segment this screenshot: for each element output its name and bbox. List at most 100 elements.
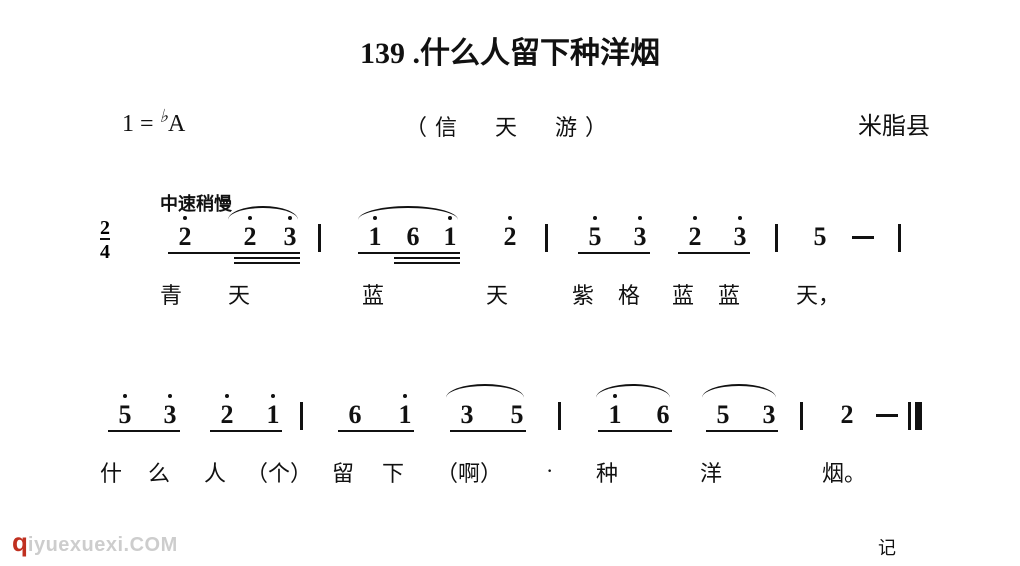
note: 5 bbox=[580, 222, 610, 252]
octave-dot-up bbox=[738, 216, 742, 220]
note: 1 bbox=[258, 400, 288, 430]
tie-slur bbox=[358, 206, 458, 220]
piece-title: 139 .什么人留下种洋烟 bbox=[0, 28, 1020, 72]
octave-dot-up bbox=[593, 216, 597, 220]
octave-dot-up bbox=[225, 394, 229, 398]
beam-underline bbox=[450, 430, 526, 432]
lyric-syllable: 紫 bbox=[572, 278, 594, 310]
beam-underline bbox=[338, 430, 414, 432]
barline bbox=[558, 402, 561, 430]
lyric-syllable: 什 bbox=[100, 456, 122, 488]
key-prefix: 1 = bbox=[122, 111, 160, 137]
lyric-syllable: 下 bbox=[382, 456, 404, 488]
note: 3 bbox=[625, 222, 655, 252]
barline bbox=[318, 224, 321, 252]
note: 1 bbox=[600, 400, 630, 430]
lyric-syllable: 蓝 bbox=[718, 278, 740, 310]
note: 6 bbox=[648, 400, 678, 430]
key-signature: 1 = ♭A bbox=[122, 106, 185, 138]
octave-dot-up bbox=[168, 394, 172, 398]
lyric-syllable: 蓝 bbox=[362, 278, 384, 310]
sheet-music-page: 139 .什么人留下种洋烟 （信 天 游） 1 = ♭A 米脂县 中速稍慢 24… bbox=[0, 0, 1020, 566]
barline bbox=[800, 402, 803, 430]
octave-dot-up bbox=[123, 394, 127, 398]
tie-slur bbox=[446, 384, 524, 398]
beam-underline bbox=[394, 257, 460, 259]
watermark: qiyuexuexi.COM bbox=[12, 527, 178, 558]
lyric-syllable: 烟。 bbox=[822, 456, 866, 488]
key-letter: A bbox=[168, 111, 185, 137]
octave-dot-up bbox=[693, 216, 697, 220]
note: 1 bbox=[390, 400, 420, 430]
note: 3 bbox=[754, 400, 784, 430]
timesig-num: 2 bbox=[100, 218, 110, 238]
barline-thin bbox=[908, 402, 911, 430]
barline-thick bbox=[915, 402, 922, 430]
beam-underline bbox=[168, 252, 300, 254]
flat-symbol: ♭ bbox=[160, 106, 169, 126]
beam-underline bbox=[234, 262, 300, 264]
final-barline bbox=[908, 402, 922, 430]
tie-slur bbox=[702, 384, 776, 398]
beam-underline bbox=[108, 430, 180, 432]
lyric-syllable: 天 bbox=[228, 278, 250, 310]
note: 2 bbox=[235, 222, 265, 252]
note: 3 bbox=[725, 222, 755, 252]
barline bbox=[898, 224, 901, 252]
octave-dot-up bbox=[508, 216, 512, 220]
lyric-syllable: 天， bbox=[796, 278, 840, 310]
lyric-syllable: 留 bbox=[332, 456, 354, 488]
note: 2 bbox=[170, 222, 200, 252]
note: 1 bbox=[435, 222, 465, 252]
sustain-dash bbox=[852, 236, 874, 239]
lyric-syllable: 种 bbox=[596, 456, 618, 488]
watermark-rest: iyuexuexi.COM bbox=[28, 534, 178, 556]
lyric-syllable: 青 bbox=[160, 278, 182, 310]
sustain-dash bbox=[876, 414, 898, 417]
note: 1 bbox=[360, 222, 390, 252]
lyric-syllable: （个） bbox=[246, 456, 312, 488]
note: 2 bbox=[495, 222, 525, 252]
octave-dot-up bbox=[403, 394, 407, 398]
tie-slur bbox=[228, 206, 298, 220]
lyric-syllable: （啊） bbox=[436, 456, 502, 488]
note: 2 bbox=[832, 400, 862, 430]
watermark-q: q bbox=[12, 527, 28, 557]
note: 6 bbox=[340, 400, 370, 430]
time-signature: 24 bbox=[100, 218, 110, 262]
note: 5 bbox=[502, 400, 532, 430]
note: 5 bbox=[708, 400, 738, 430]
note: 6 bbox=[398, 222, 428, 252]
lyric-syllable: 人 bbox=[204, 456, 226, 488]
octave-dot-up bbox=[183, 216, 187, 220]
beam-underline bbox=[234, 257, 300, 259]
beam-underline bbox=[598, 430, 672, 432]
tempo-marking: 中速稍慢 bbox=[160, 190, 232, 216]
lyric-syllable: 洋 bbox=[700, 456, 722, 488]
note: 3 bbox=[275, 222, 305, 252]
beam-underline bbox=[210, 430, 282, 432]
center-dot: · bbox=[546, 458, 553, 484]
lyric-syllable: 蓝 bbox=[672, 278, 694, 310]
bottom-text-fragment: 记 bbox=[878, 534, 900, 560]
beam-underline bbox=[358, 252, 460, 254]
note: 2 bbox=[212, 400, 242, 430]
beam-underline bbox=[578, 252, 650, 254]
beam-underline bbox=[678, 252, 750, 254]
octave-dot-up bbox=[271, 394, 275, 398]
timesig-den: 4 bbox=[100, 238, 110, 262]
lyric-syllable: 么 bbox=[148, 456, 170, 488]
tie-slur bbox=[596, 384, 670, 398]
octave-dot-up bbox=[638, 216, 642, 220]
note: 5 bbox=[110, 400, 140, 430]
barline bbox=[300, 402, 303, 430]
barline bbox=[545, 224, 548, 252]
note: 5 bbox=[805, 222, 835, 252]
note: 2 bbox=[680, 222, 710, 252]
origin-label: 米脂县 bbox=[858, 106, 930, 141]
lyric-syllable: 天 bbox=[486, 278, 508, 310]
note: 3 bbox=[155, 400, 185, 430]
beam-underline bbox=[706, 430, 778, 432]
lyric-syllable: 格 bbox=[618, 278, 640, 310]
beam-underline bbox=[394, 262, 460, 264]
